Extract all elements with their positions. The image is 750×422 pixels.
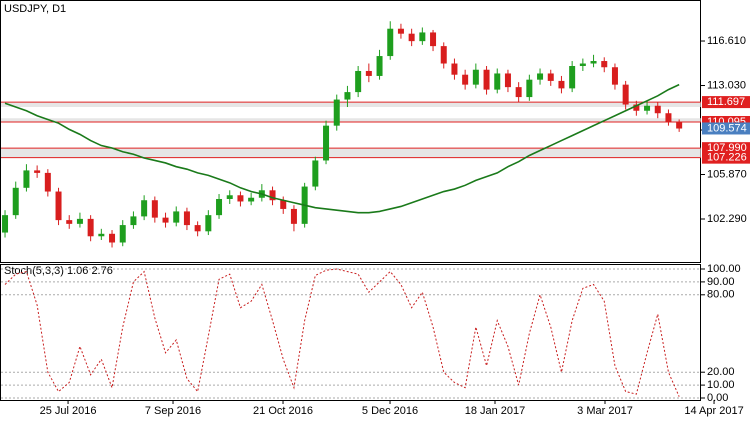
candle-body: [569, 66, 576, 89]
level-label: 107.990: [707, 142, 747, 154]
candle-body: [472, 69, 479, 85]
candle-body: [173, 211, 180, 223]
indicator-tick-label: 100.00: [707, 263, 741, 275]
candle-body: [323, 125, 330, 161]
candle-body: [408, 33, 415, 42]
candle-body: [644, 105, 651, 111]
candle-body: [365, 70, 372, 76]
candle-body: [55, 191, 62, 221]
candle-body: [237, 195, 244, 202]
candle-body: [387, 28, 394, 57]
chart-title: USDJPY, D1: [4, 3, 66, 15]
y-tick-label: 116.610: [707, 35, 746, 47]
x-tick-label: 14 Apr 2017: [684, 405, 743, 417]
x-tick-label: 18 Jan 2017: [465, 405, 526, 417]
candle-body: [216, 198, 223, 216]
candle-body: [87, 218, 94, 237]
candle-body: [333, 99, 340, 126]
candle-body: [12, 187, 19, 216]
candle-body: [23, 170, 30, 188]
candle-body: [397, 28, 404, 34]
candle-body: [269, 190, 276, 201]
x-tick-label: 3 Mar 2017: [577, 405, 633, 417]
candle-body: [547, 73, 554, 81]
candle-body: [344, 92, 351, 100]
candle-body: [312, 160, 319, 187]
level-box: [702, 151, 750, 164]
candle-body: [355, 70, 362, 93]
level-label: 111.697: [707, 96, 745, 108]
candle-body: [494, 73, 501, 90]
candle-body: [504, 73, 511, 88]
moving-average: [4, 83, 680, 214]
x-tick-label: 25 Jul 2016: [40, 405, 97, 417]
candle-body: [440, 46, 447, 64]
indicator-tick-label: 0.00: [707, 392, 728, 404]
candle-body: [537, 73, 544, 80]
level-box: [702, 96, 750, 109]
candle-body: [601, 61, 608, 68]
candle-body: [109, 233, 116, 243]
candle-body: [119, 225, 126, 243]
candle-body: [665, 113, 672, 122]
candle-body: [151, 200, 158, 218]
indicator-title: Stoch(5,3,3) 1.06 2.76: [4, 265, 113, 277]
last-price-label: 109.574: [707, 122, 747, 134]
price-panel: [0, 0, 701, 263]
stochastic-line: [4, 268, 680, 397]
zone-band: [1, 118, 701, 122]
candle-body: [430, 32, 437, 47]
candle-body: [98, 233, 105, 237]
indicator-tick-label: 20.00: [707, 366, 735, 378]
candle-body: [44, 172, 51, 192]
y-tick-label: 105.870: [707, 168, 747, 180]
indicator-tick-label: 80.00: [707, 289, 735, 301]
candle-body: [590, 61, 597, 64]
candle-body: [76, 218, 83, 224]
x-tick-label: 5 Dec 2016: [362, 405, 418, 417]
candle-body: [558, 80, 565, 89]
candle-body: [162, 217, 169, 223]
candle-body: [419, 32, 426, 42]
candle-body: [141, 200, 148, 217]
candle-body: [676, 121, 683, 129]
candle-body: [579, 63, 586, 67]
candle-body: [2, 215, 9, 233]
indicator-panel: [0, 264, 701, 401]
candle-body: [526, 79, 533, 98]
candle-body: [290, 208, 297, 224]
zone-band: [1, 148, 701, 158]
last-price-box: [702, 122, 750, 135]
y-tick-label: 113.030: [707, 79, 746, 91]
candle-body: [462, 74, 469, 85]
candle-body: [205, 215, 212, 232]
candle-body: [483, 69, 490, 90]
y-tick-label: 102.290: [707, 213, 747, 225]
candle-body: [130, 216, 137, 226]
candle-body: [376, 56, 383, 76]
indicator-tick-label: 90.00: [707, 276, 735, 288]
candle-body: [451, 63, 458, 75]
candle-body: [183, 211, 190, 226]
x-tick-label: 7 Sep 2016: [145, 405, 201, 417]
candle-body: [515, 87, 522, 98]
candle-body: [654, 105, 661, 114]
candle-body: [34, 170, 41, 173]
zone-band: [1, 102, 701, 108]
candle-body: [66, 220, 73, 224]
candle-body: [280, 200, 287, 209]
candle-body: [633, 104, 640, 111]
candle-body: [226, 195, 233, 199]
candle-body: [611, 67, 618, 85]
level-box: [702, 142, 750, 155]
level-label: 107.226: [707, 152, 747, 164]
x-tick-label: 21 Oct 2016: [253, 405, 313, 417]
candle-body: [622, 84, 629, 105]
candle-body: [248, 197, 255, 202]
candle-body: [194, 225, 201, 232]
indicator-tick-label: 10.00: [707, 379, 735, 391]
